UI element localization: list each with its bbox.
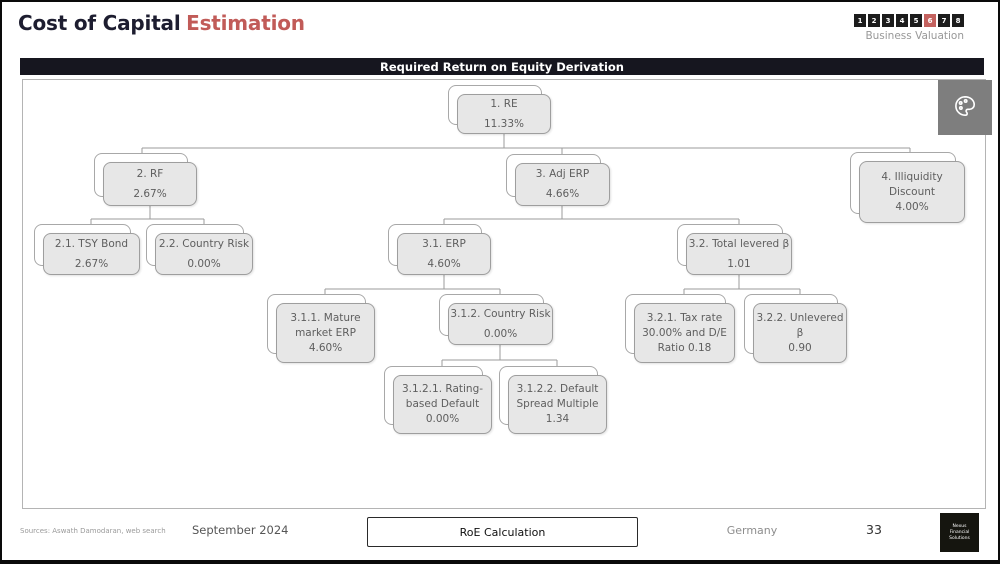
- page-indicator-6-active[interactable]: 6: [924, 14, 936, 27]
- page-indicator-2[interactable]: 2: [868, 14, 880, 27]
- node-label: Discount: [888, 185, 936, 198]
- page-title: Cost of Capital Estimation: [18, 11, 305, 35]
- node-value: 2.67%: [74, 257, 109, 270]
- logo-text-line: Solutions: [949, 536, 970, 541]
- node-value: 0.00%: [425, 413, 460, 425]
- node-label: 2.2. Country Risk: [158, 237, 250, 250]
- roe-calculation-tab[interactable]: RoE Calculation: [367, 517, 638, 547]
- node-country-risk-erp: 3.1.2. Country Risk 0.00%: [439, 294, 553, 345]
- node-value: 0.00%: [483, 327, 518, 340]
- node-tax-rate-de-ratio: 3.2.1. Tax rate 30.00% and D/E Ratio 0.1…: [625, 294, 735, 363]
- node-value: 4.00%: [895, 200, 929, 213]
- node-rating-based-default: 3.1.2.1. Rating- based Default 0.00%: [384, 366, 492, 434]
- node-label: 1. RE: [490, 97, 518, 110]
- node-value: 4.66%: [545, 188, 580, 200]
- node-label: 2.1. TSY Bond: [54, 237, 129, 250]
- section-pagination: 1 2 3 4 5 6 7 8: [854, 14, 964, 27]
- section-subtitle: Business Valuation: [865, 30, 964, 42]
- node-label: 3.2. Total levered β: [688, 237, 790, 250]
- company-logo: Nexus Financial Solutions: [940, 513, 979, 552]
- node-label: 30.00% and D/E: [642, 326, 727, 339]
- node-label: market ERP: [295, 326, 356, 339]
- node-label: 4. Illiquidity: [881, 170, 943, 183]
- node-illiquidity-discount: 4. Illiquidity Discount 4.00%: [850, 152, 965, 223]
- node-value: 1.01: [727, 257, 751, 270]
- page-indicator-7[interactable]: 7: [938, 14, 950, 27]
- diagram-banner-title: Required Return on Equity Derivation: [20, 58, 984, 75]
- node-label: 3. Adj ERP: [535, 168, 590, 180]
- node-label: β: [796, 326, 804, 339]
- node-label: 2. RF: [136, 167, 164, 180]
- node-rf: 2. RF 2.67%: [94, 153, 197, 206]
- page-indicator-8[interactable]: 8: [952, 14, 964, 27]
- node-label: 3.1. ERP: [422, 237, 466, 250]
- node-adj-erp: 3. Adj ERP 4.66%: [506, 154, 610, 206]
- node-value: 4.60%: [427, 257, 461, 270]
- node-mature-market-erp: 3.1.1. Mature market ERP 4.60%: [267, 294, 375, 363]
- node-label: 3.1.2.2. Default: [516, 383, 599, 395]
- page-indicator-4[interactable]: 4: [896, 14, 908, 27]
- node-re: 1. RE 11.33%: [448, 85, 551, 134]
- node-label: Spread Multiple: [516, 398, 599, 410]
- footer-date: September 2024: [192, 523, 289, 537]
- page-indicator-3[interactable]: 3: [882, 14, 894, 27]
- node-label: based Default: [405, 398, 480, 410]
- palette-icon: [952, 93, 978, 123]
- page-indicator-1[interactable]: 1: [854, 14, 866, 27]
- theme-palette-button[interactable]: [938, 80, 992, 135]
- node-country-risk-rf: 2.2. Country Risk 0.00%: [146, 224, 253, 275]
- node-value: 0.00%: [187, 257, 221, 270]
- logo-text-line: Nexus: [952, 524, 967, 529]
- node-value: 4.60%: [308, 341, 343, 354]
- node-label: 3.2.1. Tax rate: [646, 311, 723, 324]
- node-value: 0.90: [788, 341, 812, 354]
- node-value: 2.67%: [133, 187, 167, 200]
- footer-country: Germany: [726, 524, 778, 537]
- page-indicator-5[interactable]: 5: [910, 14, 922, 27]
- node-label: 3.1.2.1. Rating-: [401, 383, 484, 395]
- node-total-levered-beta: 3.2. Total levered β 1.01: [677, 224, 792, 275]
- logo-text-line: Financial: [949, 530, 970, 535]
- page-title-accent: Estimation: [186, 11, 305, 35]
- node-erp: 3.1. ERP 4.60%: [388, 224, 491, 275]
- node-value: Ratio 0.18: [657, 341, 712, 354]
- node-label: 3.1.2. Country Risk: [450, 307, 551, 320]
- sources-note: Sources: Aswath Damodaran, web search: [20, 527, 166, 535]
- node-default-spread-multiple: 3.1.2.2. Default Spread Multiple 1.34: [499, 366, 607, 434]
- page-title-main: Cost of Capital: [18, 11, 181, 35]
- node-value: 11.33%: [483, 117, 525, 130]
- node-value: 1.34: [545, 413, 570, 425]
- node-label: 3.1.1. Mature: [290, 311, 361, 324]
- node-label: 3.2.2. Unlevered: [756, 311, 844, 324]
- node-unlevered-beta: 3.2.2. Unlevered β 0.90: [744, 294, 847, 363]
- page-number: 33: [866, 522, 882, 537]
- node-tsy-bond: 2.1. TSY Bond 2.67%: [34, 224, 140, 275]
